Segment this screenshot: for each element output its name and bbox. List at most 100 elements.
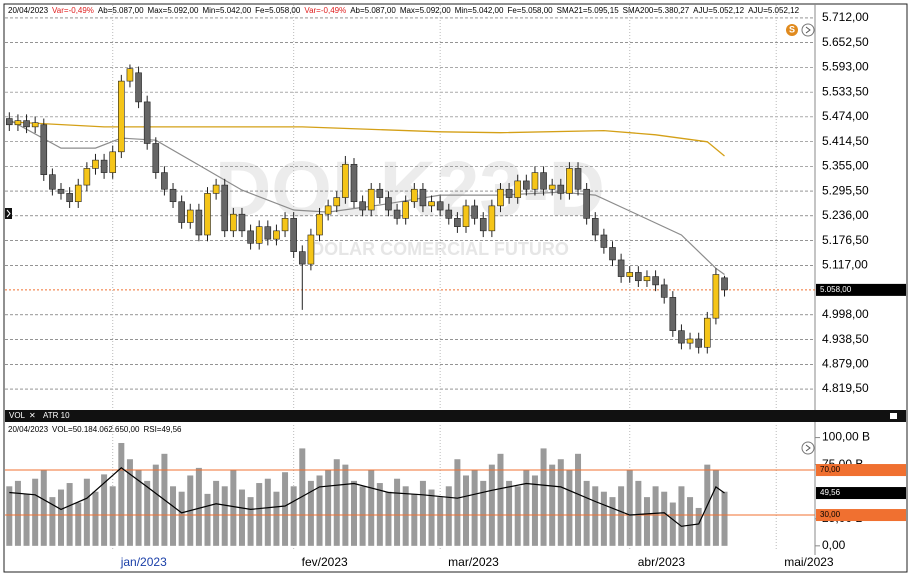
candle-body: [721, 277, 728, 291]
volume-bar: [135, 470, 142, 546]
candle-body: [712, 274, 720, 319]
volume-bar: [600, 491, 607, 546]
candle-body: [686, 338, 694, 344]
badge-text[interactable]: S: [789, 24, 795, 34]
candle-body: [23, 120, 30, 128]
candle-body: [307, 234, 315, 265]
candle-body: [109, 151, 117, 173]
header-item: VOL=50.184.062.650,00: [52, 425, 140, 434]
candle-body: [359, 201, 366, 211]
volume-bar: [721, 491, 728, 546]
volume-bar: [40, 470, 47, 546]
volume-bar: [514, 486, 521, 546]
candle-body: [376, 188, 384, 198]
candle-body: [523, 180, 530, 190]
candle-body: [617, 259, 625, 277]
candle-body: [195, 209, 203, 236]
volume-bar: [66, 483, 73, 546]
badge-icon[interactable]: [786, 24, 798, 36]
volume-bar: [83, 478, 90, 546]
volume-bar: [712, 470, 719, 546]
side-handle[interactable]: [5, 208, 12, 219]
header-item: Var=-0,49%: [304, 6, 346, 15]
volume-bar: [488, 464, 495, 546]
volume-bar: [204, 493, 211, 546]
next-button-lower[interactable]: [801, 441, 815, 455]
candle-body: [703, 317, 711, 348]
header-item: AJU=5.052,12: [693, 6, 744, 15]
rsi-level-box: [816, 464, 906, 477]
volume-bar: [583, 480, 590, 546]
header-item: Ab=5.087,00: [98, 6, 144, 15]
candle-body: [635, 272, 642, 282]
side-handle-arrow: [6, 209, 11, 218]
candle-body: [462, 205, 470, 227]
y-tick-label: 4.998,00: [822, 307, 869, 321]
volume-bar: [635, 480, 642, 546]
maximize-button[interactable]: [890, 413, 897, 419]
candle-body: [497, 188, 504, 207]
indicator-tab: ✕: [29, 411, 36, 420]
candle-body: [333, 197, 341, 207]
next-button[interactable]: [801, 23, 815, 37]
candle-body: [14, 120, 22, 126]
volume-bar: [626, 470, 633, 546]
candle-body: [350, 163, 358, 203]
volume-bar: [497, 453, 504, 546]
sma200-line: [9, 121, 725, 157]
volume-bar: [230, 470, 237, 546]
volume-bar: [523, 470, 530, 546]
candle-body: [609, 247, 616, 261]
y-tick-label: 5.236,00: [822, 208, 869, 222]
rsi-last-box: [816, 487, 906, 500]
candle-body: [290, 218, 297, 252]
volume-bar: [14, 480, 21, 546]
candle-body: [161, 172, 168, 190]
volume-bar: [49, 497, 56, 546]
candle-body: [49, 174, 56, 190]
volume-bar: [445, 486, 452, 546]
volume-bar: [669, 502, 676, 546]
header-item: Fe=5.058,00: [255, 6, 301, 15]
volume-bar: [247, 497, 254, 546]
y-tick-label: 5.652,50: [822, 35, 869, 49]
candle-body: [40, 124, 48, 175]
header-item: Var=-0,49%: [52, 6, 94, 15]
candle-body: [479, 218, 487, 232]
header-item: Min=5.042,00: [202, 6, 251, 15]
header-item: Fe=5.058,00: [507, 6, 553, 15]
watermark-symbol: DOLK23-D: [215, 145, 605, 233]
candle-body: [92, 159, 99, 169]
candle-body: [255, 226, 263, 244]
volume-bar: [419, 480, 426, 546]
y-tick-label: 5.533,50: [822, 84, 869, 98]
candle-body: [178, 201, 185, 223]
volume-bar: [109, 486, 116, 546]
y-tick-label: 100,00 B: [822, 430, 870, 444]
volume-bar: [566, 470, 573, 546]
header-item: SMA200=5.380,27: [623, 6, 690, 15]
candle-body: [186, 209, 194, 223]
candle-body: [402, 201, 409, 219]
volume-bar: [368, 470, 375, 546]
candle-body: [436, 201, 444, 211]
candle-body: [445, 209, 453, 219]
volume-bar: [316, 475, 323, 546]
header-item: 20/04/2023: [8, 425, 49, 434]
price-pane: 20/04/2023 Var=-0,49% Ab=5.087,00 Max=5.092…: [5, 5, 906, 408]
volume-bar: [126, 459, 133, 546]
candle-body: [169, 188, 177, 203]
volume-bar: [152, 464, 159, 546]
header-item: 20/04/2023: [8, 6, 49, 15]
volume-bar: [290, 486, 297, 546]
volume-bar: [75, 502, 82, 546]
header-item: RSI=49,56: [143, 425, 182, 434]
candle-body: [66, 193, 73, 203]
volume-bar: [23, 493, 30, 546]
volume-bar: [678, 486, 685, 546]
volume-bar: [540, 448, 547, 546]
candle-body: [600, 234, 608, 248]
candle-body: [83, 168, 91, 186]
candle-body: [212, 184, 220, 194]
